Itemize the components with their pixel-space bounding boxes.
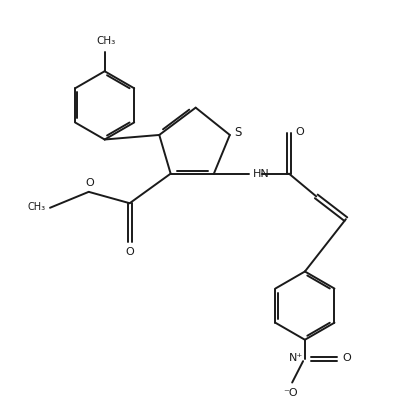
Text: CH₃: CH₃ xyxy=(96,36,115,46)
Text: S: S xyxy=(234,126,242,139)
Text: ⁻O: ⁻O xyxy=(283,388,298,398)
Text: O: O xyxy=(342,353,351,363)
Text: O: O xyxy=(296,127,305,137)
Text: HN: HN xyxy=(253,169,269,179)
Text: O: O xyxy=(125,247,134,257)
Text: CH₃: CH₃ xyxy=(28,202,45,212)
Text: N⁺: N⁺ xyxy=(289,353,303,363)
Text: O: O xyxy=(85,178,94,188)
